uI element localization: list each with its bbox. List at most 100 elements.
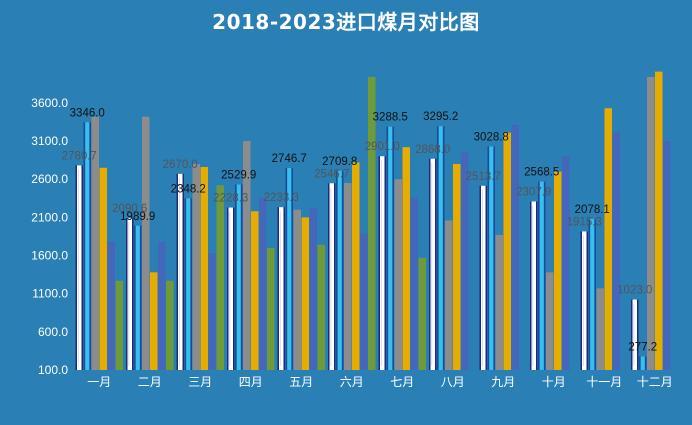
bar-series-2-9 <box>546 272 554 370</box>
bar-highlight <box>229 211 231 366</box>
y-tick-label: 3600.0 <box>31 96 68 110</box>
bar-series-1-3 <box>235 184 243 370</box>
bar-series-0-6 <box>378 156 386 370</box>
bar-series-3-0 <box>99 167 107 370</box>
bar-series-3-9 <box>554 171 562 370</box>
axis-layer: 100.0 600.0 1100.0 1600.0 2100.0 2600.0 3100.0… <box>31 96 672 389</box>
bar-series-3-6 <box>402 147 410 370</box>
bars-layer <box>75 71 671 371</box>
data-label-series-0: 2090.6 <box>112 203 147 215</box>
bar-series-2-1 <box>142 116 150 370</box>
x-category-label: 八月 <box>441 375 465 389</box>
bar-series-5-1 <box>166 280 174 370</box>
bar-series-4-9 <box>562 156 570 370</box>
data-label-series-1: 3288.5 <box>373 112 408 124</box>
bar-series-2-8 <box>495 234 503 370</box>
bar-series-0-3 <box>227 207 235 370</box>
bar-series-4-7 <box>461 152 469 370</box>
bar-series-4-10 <box>612 131 620 370</box>
bar-series-3-2 <box>200 167 208 370</box>
bar-series-1-8 <box>487 146 495 370</box>
y-tick-label: 600.0 <box>38 325 68 339</box>
data-label-series-0: 2901.0 <box>365 141 400 153</box>
bar-series-0-4 <box>277 207 285 370</box>
data-label-series-1: 3295.2 <box>423 111 458 123</box>
x-category-label: 十一月 <box>586 375 622 389</box>
data-label-series-0: 2868.0 <box>415 144 450 156</box>
data-label-series-1: 2529.9 <box>221 170 256 182</box>
bar-series-4-4 <box>309 208 317 370</box>
data-label-series-1: 2746.7 <box>272 153 307 165</box>
y-tick-label: 2600.0 <box>31 172 68 186</box>
bar-series-4-11 <box>663 141 671 370</box>
x-category-label: 九月 <box>491 375 515 389</box>
bar-series-1-11 <box>639 356 647 370</box>
x-category-label: 七月 <box>390 375 414 389</box>
bar-series-4-6 <box>410 197 418 370</box>
bar-series-1-10 <box>588 219 596 370</box>
data-label-series-0: 2546.7 <box>314 168 349 180</box>
data-label-series-0: 2780.7 <box>62 150 97 162</box>
data-label-series-1: 2568.5 <box>524 167 559 179</box>
bar-series-1-1 <box>134 225 142 370</box>
x-category-label: 二月 <box>138 375 162 389</box>
bar-highlight <box>481 189 483 366</box>
x-category-label: 一月 <box>87 375 111 389</box>
data-label-series-0: 2228.3 <box>213 193 248 205</box>
x-category-label: 十二月 <box>637 375 673 389</box>
bar-series-3-10 <box>604 108 612 370</box>
data-label-series-0: 2233.3 <box>264 192 299 204</box>
data-label-series-0: 2307.9 <box>516 187 551 199</box>
bar-series-1-2 <box>184 198 192 370</box>
bar-series-1-7 <box>437 126 445 370</box>
data-label-series-1: 2348.2 <box>171 183 206 195</box>
bar-series-0-7 <box>429 158 437 370</box>
bar-series-3-11 <box>655 71 663 371</box>
bar-series-5-2 <box>216 185 224 370</box>
y-tick-label: 1600.0 <box>31 249 68 263</box>
bar-series-4-8 <box>511 125 519 371</box>
y-tick-label: 2100.0 <box>31 210 68 224</box>
bar-series-3-1 <box>150 272 158 370</box>
bar-series-3-5 <box>352 162 360 370</box>
x-category-label: 六月 <box>340 375 364 389</box>
bar-series-2-2 <box>192 163 200 370</box>
data-label-series-1: 277.2 <box>628 341 657 353</box>
bar-series-5-3 <box>267 247 275 370</box>
bar-highlight <box>279 211 281 366</box>
bar-series-0-10 <box>580 231 588 370</box>
bar-series-2-7 <box>445 220 453 370</box>
bar-series-2-6 <box>394 179 402 370</box>
bar-highlight <box>582 235 584 366</box>
bar-series-2-0 <box>91 116 99 370</box>
bar-series-2-5 <box>344 183 352 370</box>
y-tick-label: 3100.0 <box>31 134 68 148</box>
bar-series-1-6 <box>386 126 394 370</box>
bar-series-4-3 <box>259 197 267 370</box>
data-label-series-0: 2670.0 <box>163 159 198 171</box>
bar-highlight <box>77 169 79 366</box>
bar-series-5-6 <box>418 257 426 370</box>
x-category-label: 三月 <box>188 375 212 389</box>
chart-title: 2018-2023进口煤月对比图 <box>212 10 480 34</box>
bar-series-3-4 <box>301 217 309 370</box>
bar-highlight <box>380 160 382 366</box>
bar-series-5-5 <box>368 76 376 371</box>
bar-series-1-5 <box>336 170 344 370</box>
bar-series-0-1 <box>126 218 134 370</box>
bar-highlight <box>431 162 433 366</box>
bar-series-4-2 <box>208 253 216 370</box>
y-tick-label: 1100.0 <box>32 287 68 301</box>
data-label-series-1: 3028.8 <box>474 131 509 143</box>
bar-series-3-7 <box>453 163 461 370</box>
bar-highlight <box>633 303 635 366</box>
bar-series-5-0 <box>115 280 123 370</box>
data-label-series-0: 1023.0 <box>617 285 652 297</box>
bar-series-4-1 <box>158 241 166 370</box>
bar-series-1-9 <box>538 181 546 370</box>
x-category-label: 十月 <box>542 375 566 389</box>
bar-highlight <box>128 222 130 366</box>
y-tick-label: 100.0 <box>38 363 68 377</box>
